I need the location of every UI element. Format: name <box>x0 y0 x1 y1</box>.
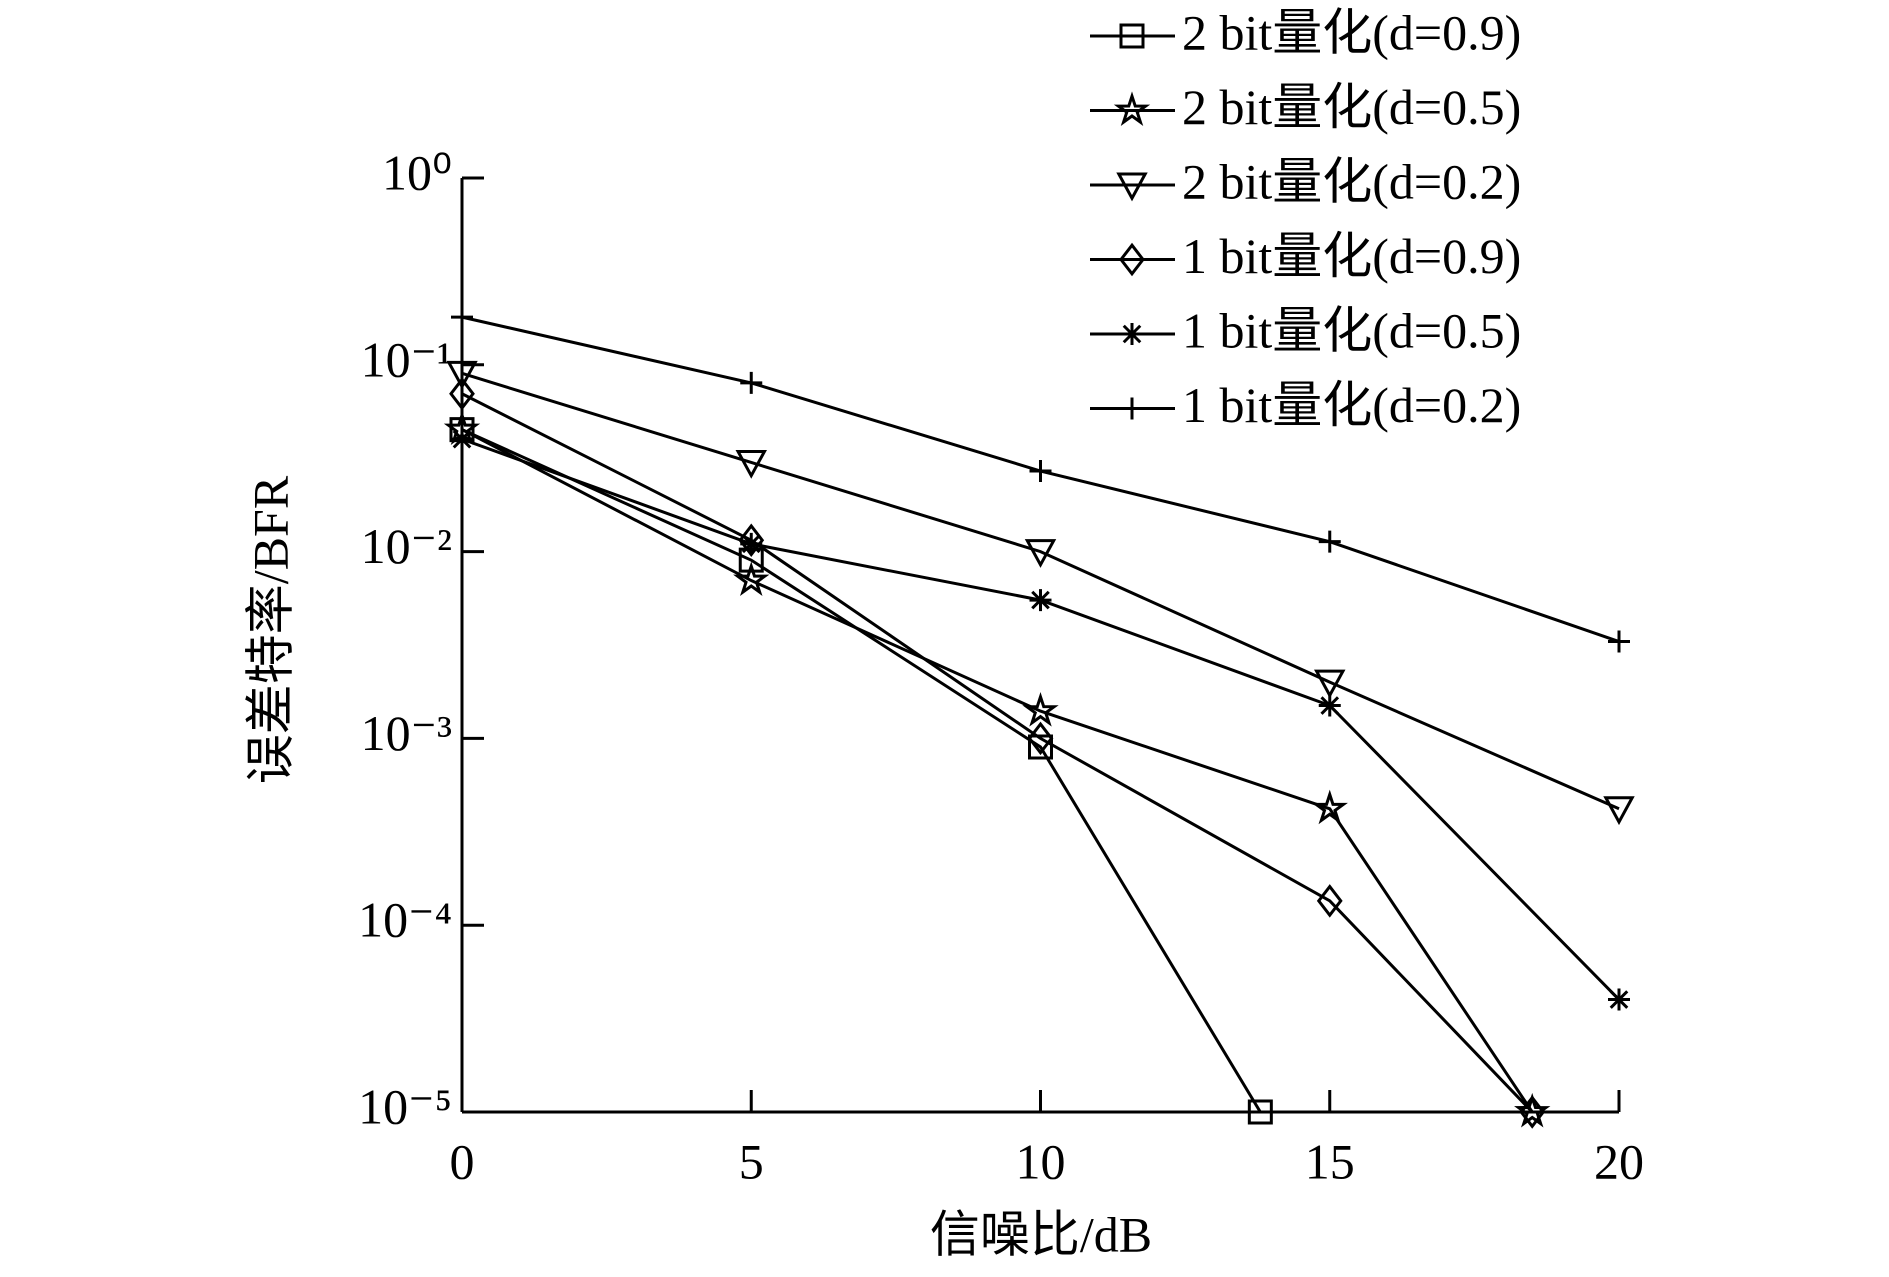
legend-marker <box>1119 23 1145 49</box>
series-line <box>461 428 1534 1113</box>
marker <box>1311 789 1348 825</box>
marker <box>1029 460 1052 483</box>
marker <box>735 449 767 479</box>
legend-marker <box>1116 172 1148 202</box>
y-tick-label: 10⁻⁵ <box>358 1078 452 1134</box>
legend-label: 1 bit量化(d=0.5) <box>1182 302 1521 358</box>
legend-marker <box>1121 323 1143 345</box>
marker <box>1314 669 1346 699</box>
marker <box>1027 721 1054 756</box>
series-line <box>461 371 1620 811</box>
y-tick-label: 10⁻⁴ <box>358 892 452 948</box>
legend-label: 2 bit量化(d=0.5) <box>1182 79 1521 135</box>
series-line <box>461 428 1262 1113</box>
y-tick-label: 10⁻³ <box>361 705 452 761</box>
marker <box>740 371 763 394</box>
marker <box>1024 539 1057 568</box>
legend-marker <box>1113 91 1151 126</box>
marker <box>1608 630 1630 653</box>
x-tick-label: 15 <box>1305 1133 1355 1189</box>
legend-label: 2 bit量化(d=0.9) <box>1182 4 1521 60</box>
marker <box>733 561 770 596</box>
y-tick-label: 10⁰ <box>382 144 452 200</box>
marker <box>451 428 473 451</box>
marker <box>1028 734 1053 760</box>
marker <box>1316 884 1343 918</box>
marker <box>1608 988 1630 1011</box>
marker <box>1022 691 1059 727</box>
marker <box>1514 1092 1551 1128</box>
y-axis-label: 误差特率/BFR <box>242 475 298 784</box>
legend-label: 1 bit量化(d=0.2) <box>1182 377 1521 433</box>
x-tick-label: 0 <box>450 1133 475 1189</box>
marker <box>1029 589 1052 612</box>
series-line <box>461 392 1534 1114</box>
marker <box>1519 1095 1546 1129</box>
y-tick-label: 10⁻² <box>361 518 452 574</box>
x-tick-label: 5 <box>739 1133 764 1189</box>
y-tick-label: 10⁻¹ <box>361 331 452 387</box>
x-axis-label: 信噪比/dB <box>930 1206 1152 1262</box>
marker <box>1318 530 1341 553</box>
marker <box>1318 694 1341 717</box>
legend-marker <box>1119 242 1145 277</box>
marker <box>740 532 763 555</box>
legend-label: 1 bit量化(d=0.9) <box>1182 228 1521 284</box>
marker <box>446 360 478 390</box>
marker <box>451 306 473 329</box>
x-tick-label: 10 <box>1016 1133 1066 1189</box>
series-line <box>461 437 1621 1001</box>
legend-marker <box>1121 397 1143 420</box>
marker <box>1247 1099 1273 1125</box>
marker <box>449 376 475 411</box>
legend-label: 2 bit量化(d=0.2) <box>1182 153 1521 209</box>
x-tick-label: 20 <box>1594 1133 1644 1189</box>
marker <box>1603 796 1635 826</box>
